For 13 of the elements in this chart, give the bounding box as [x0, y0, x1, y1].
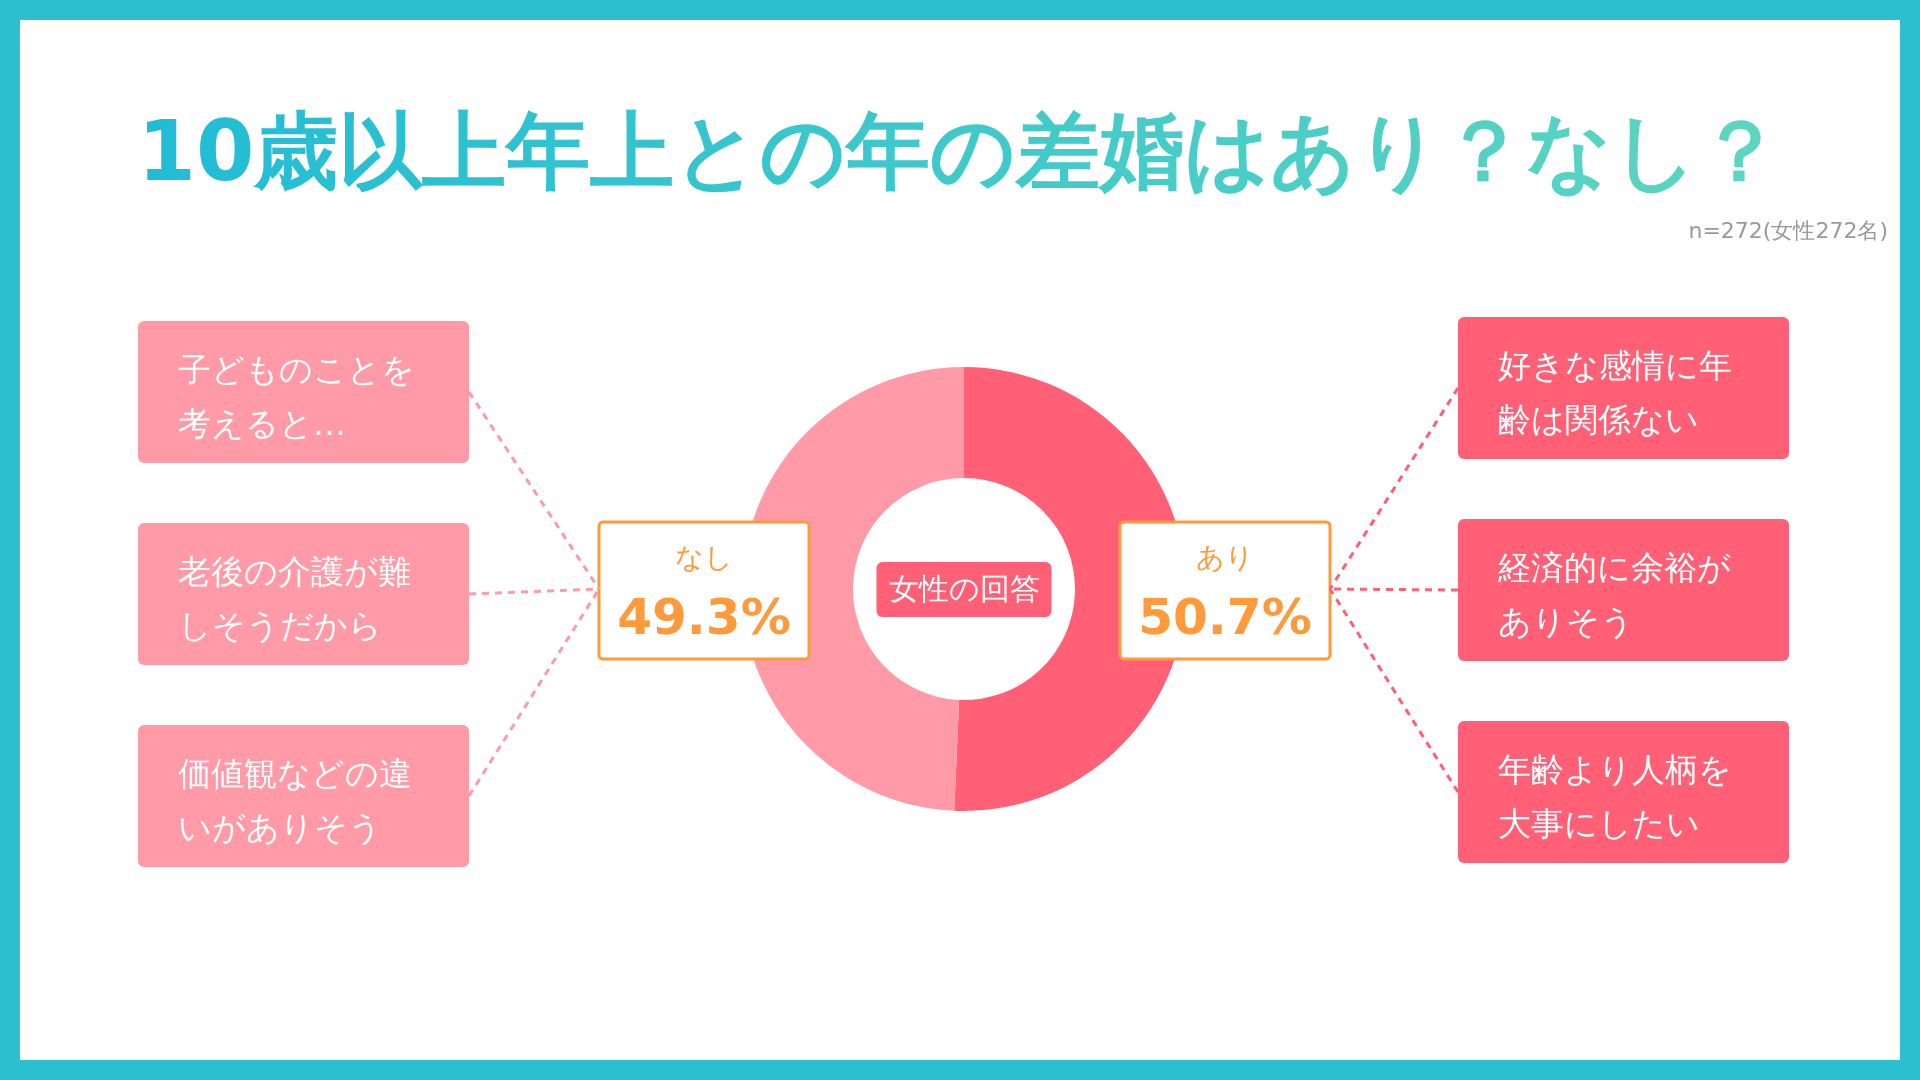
text: 老後の介護が難しそうだから — [178, 552, 411, 645]
text: 価値観などの違いがありそう — [178, 754, 412, 847]
text: 子どものことを考えると… — [178, 350, 415, 443]
data-label: 50.7% — [1138, 588, 1312, 646]
text: 年齢より人柄を大事にしたい — [1498, 750, 1732, 843]
slice-label: あり — [1196, 541, 1254, 574]
chart-title: 10歳以上年上との年の差婚はあり？なし？ — [137, 102, 1783, 200]
data-label: 49.3% — [617, 588, 791, 646]
slice-label: なし — [675, 541, 733, 574]
text: n=272(女性272名) — [1688, 218, 1888, 243]
text: 経済的に余裕がありそう — [1497, 548, 1731, 641]
text: 好きな感情に年齢は関係ない — [1498, 346, 1732, 439]
legend-title: 女性の回答 — [888, 571, 1040, 606]
